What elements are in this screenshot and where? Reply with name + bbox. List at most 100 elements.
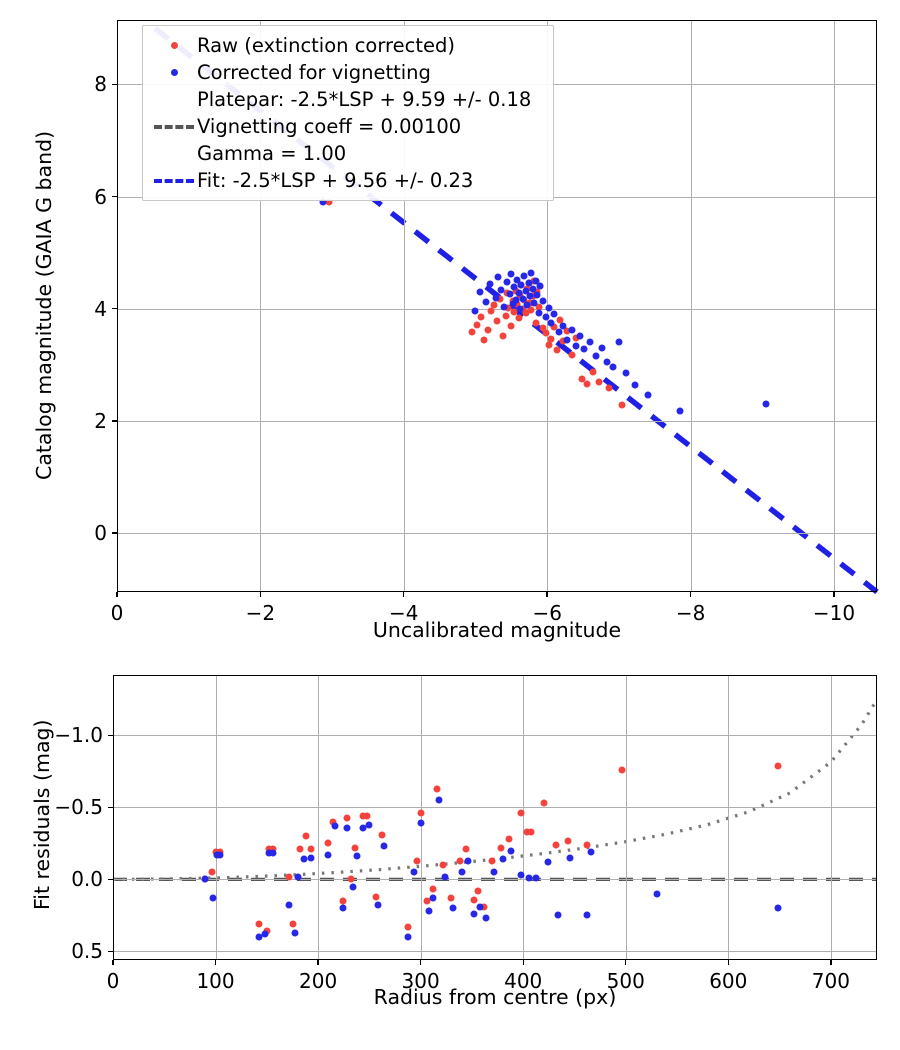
legend-label-corrected: Corrected for vignetting bbox=[197, 60, 431, 84]
y-tick bbox=[108, 950, 113, 953]
residuals-ylabel: Fit residuals (mag) bbox=[30, 719, 54, 910]
scatter-point bbox=[265, 849, 273, 857]
scatter-point bbox=[609, 363, 617, 371]
scatter-point bbox=[676, 407, 684, 415]
photometry-xlabel: Uncalibrated magnitude bbox=[372, 618, 622, 642]
scatter-point bbox=[302, 832, 310, 840]
x-tick bbox=[317, 960, 319, 965]
photometry-ylabel: Catalog magnitude (GAIA G band) bbox=[32, 130, 56, 480]
scatter-point bbox=[488, 857, 496, 865]
scatter-point bbox=[503, 278, 511, 286]
scatter-point bbox=[559, 322, 567, 330]
y-tick bbox=[112, 420, 117, 422]
scatter-point bbox=[490, 868, 498, 876]
scatter-point bbox=[539, 297, 547, 305]
scatter-point bbox=[513, 276, 521, 284]
scatter-point bbox=[762, 400, 770, 408]
scatter-point bbox=[423, 897, 431, 905]
gridline-vertical bbox=[420, 675, 422, 960]
x-tick-label: −2 bbox=[245, 601, 276, 625]
scatter-point bbox=[255, 920, 263, 928]
scatter-point bbox=[515, 314, 522, 322]
legend-dot-blue-icon bbox=[151, 69, 197, 76]
scatter-point bbox=[324, 839, 332, 847]
scatter-point bbox=[532, 874, 539, 882]
scatter-point bbox=[499, 855, 507, 863]
scatter-point bbox=[484, 326, 492, 334]
y-tick-label: 0.0 bbox=[71, 867, 103, 892]
scatter-point bbox=[363, 812, 371, 820]
x-tick bbox=[403, 592, 405, 597]
scatter-point bbox=[516, 305, 524, 313]
legend-item-corrected: Corrected for vignetting bbox=[151, 59, 544, 86]
x-tick-label: −10 bbox=[812, 601, 856, 625]
scatter-point bbox=[578, 375, 586, 383]
scatter-point bbox=[507, 270, 515, 278]
scatter-point bbox=[550, 310, 558, 318]
legend-item-fit: Fit: -2.5*LSP + 9.56 +/- 0.23 bbox=[151, 167, 544, 194]
scatter-point bbox=[519, 295, 527, 303]
scatter-point bbox=[544, 858, 552, 866]
scatter-point bbox=[563, 327, 571, 335]
x-tick bbox=[112, 960, 114, 965]
residuals-xlabel: Radius from centre (px) bbox=[373, 985, 617, 1009]
y-tick-label: −1.0 bbox=[54, 723, 103, 748]
scatter-point bbox=[580, 345, 588, 353]
scatter-point bbox=[347, 875, 355, 883]
gridline-horizontal bbox=[117, 308, 877, 310]
scatter-point bbox=[458, 868, 466, 876]
scatter-point bbox=[285, 901, 293, 909]
scatter-point bbox=[410, 868, 418, 876]
gridline-vertical bbox=[833, 20, 835, 592]
scatter-point bbox=[522, 309, 530, 317]
scatter-point bbox=[492, 294, 500, 302]
scatter-point bbox=[490, 301, 498, 309]
scatter-point bbox=[441, 873, 449, 880]
scatter-point bbox=[568, 326, 576, 334]
scatter-point bbox=[547, 319, 555, 327]
photometry-legend: Raw (extinction corrected) Corrected for… bbox=[142, 25, 554, 201]
scatter-point bbox=[294, 873, 302, 880]
scatter-point bbox=[502, 312, 510, 320]
scatter-point bbox=[261, 930, 269, 938]
scatter-point bbox=[527, 269, 535, 277]
legend-label-vignetting-coeff: Vignetting coeff = 0.00100 bbox=[197, 114, 462, 138]
legend-dash-blue-icon bbox=[151, 178, 197, 183]
scatter-point bbox=[517, 809, 525, 817]
gridline-horizontal bbox=[113, 951, 877, 953]
scatter-point bbox=[576, 332, 584, 340]
y-tick bbox=[112, 83, 117, 86]
residuals-plot-area bbox=[112, 698, 879, 881]
scatter-point bbox=[496, 295, 504, 303]
x-tick bbox=[625, 960, 627, 965]
scatter-point bbox=[529, 285, 537, 293]
scatter-point bbox=[499, 332, 507, 340]
scatter-point bbox=[520, 272, 528, 280]
x-tick bbox=[689, 592, 692, 597]
scatter-point bbox=[553, 346, 561, 354]
scatter-point bbox=[464, 857, 472, 865]
scatter-point bbox=[269, 845, 277, 853]
scatter-point bbox=[216, 851, 224, 859]
scatter-point bbox=[522, 287, 530, 295]
scatter-point bbox=[505, 835, 513, 843]
scatter-point bbox=[329, 818, 337, 826]
scatter-point bbox=[300, 855, 308, 863]
gridline-vertical bbox=[318, 675, 320, 960]
scatter-point bbox=[447, 894, 455, 902]
scatter-point bbox=[527, 306, 535, 314]
scatter-point bbox=[568, 351, 576, 359]
scatter-point bbox=[566, 854, 574, 862]
scatter-point bbox=[507, 322, 515, 330]
scatter-point bbox=[517, 281, 525, 289]
x-tick-label: 0 bbox=[110, 601, 124, 625]
scatter-point bbox=[550, 323, 558, 331]
scatter-point bbox=[598, 344, 606, 352]
legend-label-platepar: Platepar: -2.5*LSP + 9.59 +/- 0.18 bbox=[197, 87, 532, 111]
residuals-panel bbox=[112, 675, 879, 960]
scatter-point bbox=[517, 871, 525, 879]
scatter-point bbox=[500, 303, 508, 311]
scatter-point bbox=[540, 799, 548, 807]
legend-dash-gray-icon bbox=[151, 86, 197, 167]
scatter-point bbox=[378, 831, 386, 839]
